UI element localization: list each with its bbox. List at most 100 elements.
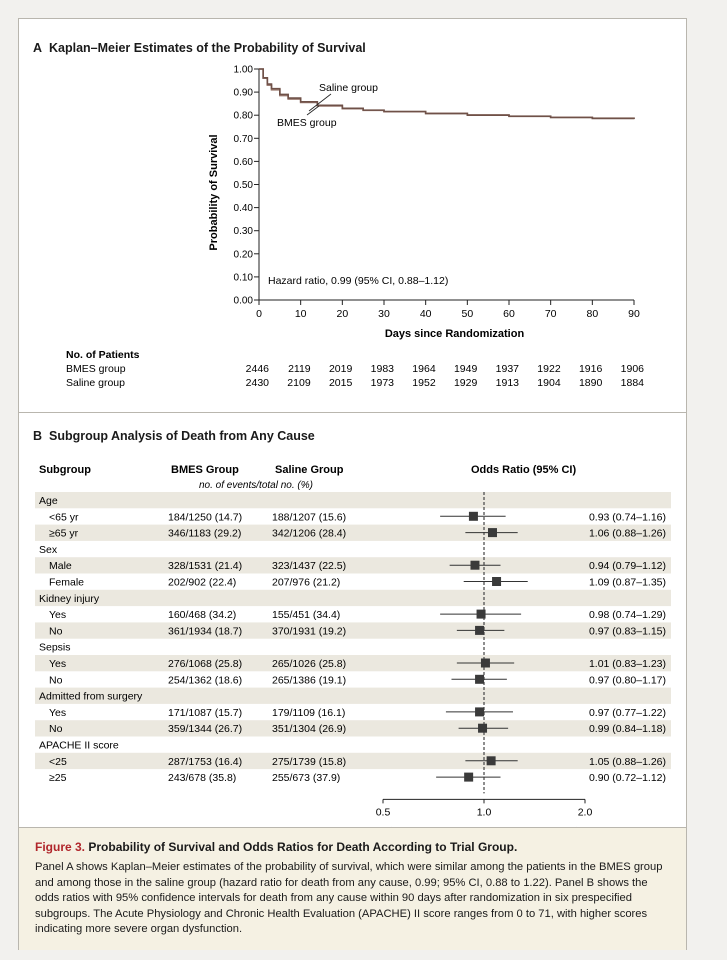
panel-b: B Subgroup Analysis of Death from Any Ca… <box>19 412 686 828</box>
km-chart: 0.00 0.10 0.20 0.30 0.40 0.50 0.60 0.70 0.80 0.90… <box>66 65 645 390</box>
odds-ratio-text: 0.98 (0.74–1.29) <box>589 609 666 621</box>
km-bmes-leader <box>306 105 320 116</box>
at-risk-value: 2015 <box>329 377 353 389</box>
bmes-events: 184/1250 (14.7) <box>168 511 242 523</box>
odds-ratio-text: 1.09 (0.87–1.35) <box>589 577 666 589</box>
or-marker <box>475 674 485 684</box>
at-risk-value: 1952 <box>412 377 436 389</box>
or-marker <box>476 609 486 619</box>
at-risk-value: 1964 <box>412 363 436 375</box>
or-marker <box>480 658 490 668</box>
km-y-tick-label: 0.40 <box>234 203 254 214</box>
km-x-tick-label: 50 <box>461 308 473 320</box>
subgroup-label: No <box>49 723 63 735</box>
header-subgroup: Subgroup <box>39 464 91 476</box>
subgroup-label: ≥65 yr <box>49 528 79 540</box>
or-marker <box>475 625 485 635</box>
odds-ratio-text: 1.05 (0.88–1.26) <box>589 756 666 768</box>
km-y-tick-label: 0.80 <box>234 111 254 122</box>
at-risk-header: No. of Patients <box>66 349 140 361</box>
or-marker <box>475 707 485 717</box>
or-marker <box>470 560 480 570</box>
subgroup-heading: Kidney injury <box>39 593 100 605</box>
saline-events: 323/1437 (22.5) <box>272 560 346 572</box>
at-risk-value: 1937 <box>496 363 520 375</box>
forest-x-tick-label: 1.0 <box>477 806 492 818</box>
at-risk-value: 1949 <box>454 363 478 375</box>
km-y-tick-label: 1.00 <box>234 65 254 76</box>
at-risk-value: 2109 <box>287 377 311 389</box>
km-x-tick-label: 80 <box>586 308 598 320</box>
saline-events: 265/1386 (19.1) <box>272 674 346 686</box>
subgroup-label: Yes <box>49 658 66 670</box>
at-risk-value: 1913 <box>496 377 520 389</box>
panel-b-title: Subgroup Analysis of Death from Any Caus… <box>48 429 315 443</box>
or-marker <box>486 756 496 766</box>
km-bmes-label: BMES group <box>277 117 337 129</box>
figure-caption: Figure 3. Probability of Survival and Od… <box>19 827 686 950</box>
panel-a: A Kaplan–Meier Estimates of the Probabil… <box>19 19 686 412</box>
km-line-saline <box>259 68 635 120</box>
at-risk-value: 1973 <box>371 377 395 389</box>
bmes-events: 287/1753 (16.4) <box>168 756 242 768</box>
km-x-tick-label: 60 <box>503 308 515 320</box>
subgroup-label: <25 <box>49 756 67 768</box>
or-marker <box>492 577 502 586</box>
km-y-tick-label: 0.10 <box>234 272 254 283</box>
or-marker <box>487 528 497 538</box>
panel-b-heading: B Subgroup Analysis of Death from Any Ca… <box>33 429 315 443</box>
at-risk-value: 2119 <box>288 363 311 375</box>
caption-title-text: Probability of Survival and Odds Ratios … <box>88 840 518 854</box>
bmes-events: 254/1362 (18.6) <box>168 674 242 686</box>
odds-ratio-text: 0.93 (0.74–1.16) <box>589 511 666 523</box>
subgroup-heading: Admitted from surgery <box>39 691 143 703</box>
forest-x-tick-label: 0.5 <box>376 806 391 818</box>
subgroup-label: Yes <box>49 707 66 719</box>
km-y-tick-label: 0.50 <box>234 180 254 191</box>
bmes-events: 346/1183 (29.2) <box>168 528 241 540</box>
km-x-tick-label: 20 <box>336 308 348 320</box>
odds-ratio-text: 0.99 (0.84–1.18) <box>589 723 666 735</box>
or-marker <box>464 772 474 782</box>
saline-events: 179/1109 (16.1) <box>272 707 345 719</box>
header-bmes: BMES Group <box>171 464 239 476</box>
odds-ratio-text: 1.01 (0.83–1.23) <box>589 658 666 670</box>
bmes-events: 202/902 (22.4) <box>168 577 236 589</box>
subgroup-heading: APACHE II score <box>39 740 119 752</box>
at-risk-value: 1884 <box>621 377 645 389</box>
subgroup-heading: Sex <box>39 544 58 556</box>
subgroup-label: <65 yr <box>49 511 79 523</box>
odds-ratio-text: 0.90 (0.72–1.12) <box>589 772 666 784</box>
bmes-events: 276/1068 (25.8) <box>168 658 242 670</box>
saline-events: 370/1931 (19.2) <box>272 625 346 637</box>
row-band <box>35 524 671 541</box>
saline-events: 351/1304 (26.9) <box>272 723 346 735</box>
km-y-tick-label: 0.30 <box>234 226 254 237</box>
bmes-events: 361/1934 (18.7) <box>168 625 242 637</box>
at-risk-value: 2446 <box>246 363 270 375</box>
row-band <box>35 752 671 770</box>
km-y-tick-label: 0.60 <box>234 157 254 168</box>
km-y-tick-label: 0.90 <box>234 88 254 99</box>
bmes-events: 243/678 (35.8) <box>168 772 236 784</box>
header-odds-ratio: Odds Ratio (95% CI) <box>471 464 576 476</box>
km-x-tick-label: 90 <box>628 308 640 320</box>
at-risk-value: 1916 <box>579 363 603 375</box>
km-y-tick-label: 0.70 <box>234 134 254 145</box>
header-saline: Saline Group <box>275 464 344 476</box>
bmes-events: 171/1087 (15.7) <box>168 707 242 719</box>
km-saline-leader <box>308 93 332 112</box>
km-y-tick-label: 0.20 <box>234 249 254 260</box>
km-hazard-annotation: Hazard ratio, 0.99 (95% CI, 0.88–1.12) <box>268 275 448 287</box>
odds-ratio-text: 0.94 (0.79–1.12) <box>589 560 666 572</box>
saline-events: 188/1207 (15.6) <box>272 511 346 523</box>
subgroup-label: No <box>49 625 63 637</box>
km-y-tick-label: 0.00 <box>234 296 254 307</box>
at-risk-value: 2430 <box>246 377 270 389</box>
subgroup-heading: Sepsis <box>39 642 71 654</box>
panel-a-label: A <box>33 41 43 55</box>
subgroup-heading: Age <box>39 495 58 507</box>
km-x-tick-label: 10 <box>295 308 307 320</box>
at-risk-row-label: BMES group <box>66 363 126 375</box>
panel-b-label: B <box>33 429 43 443</box>
